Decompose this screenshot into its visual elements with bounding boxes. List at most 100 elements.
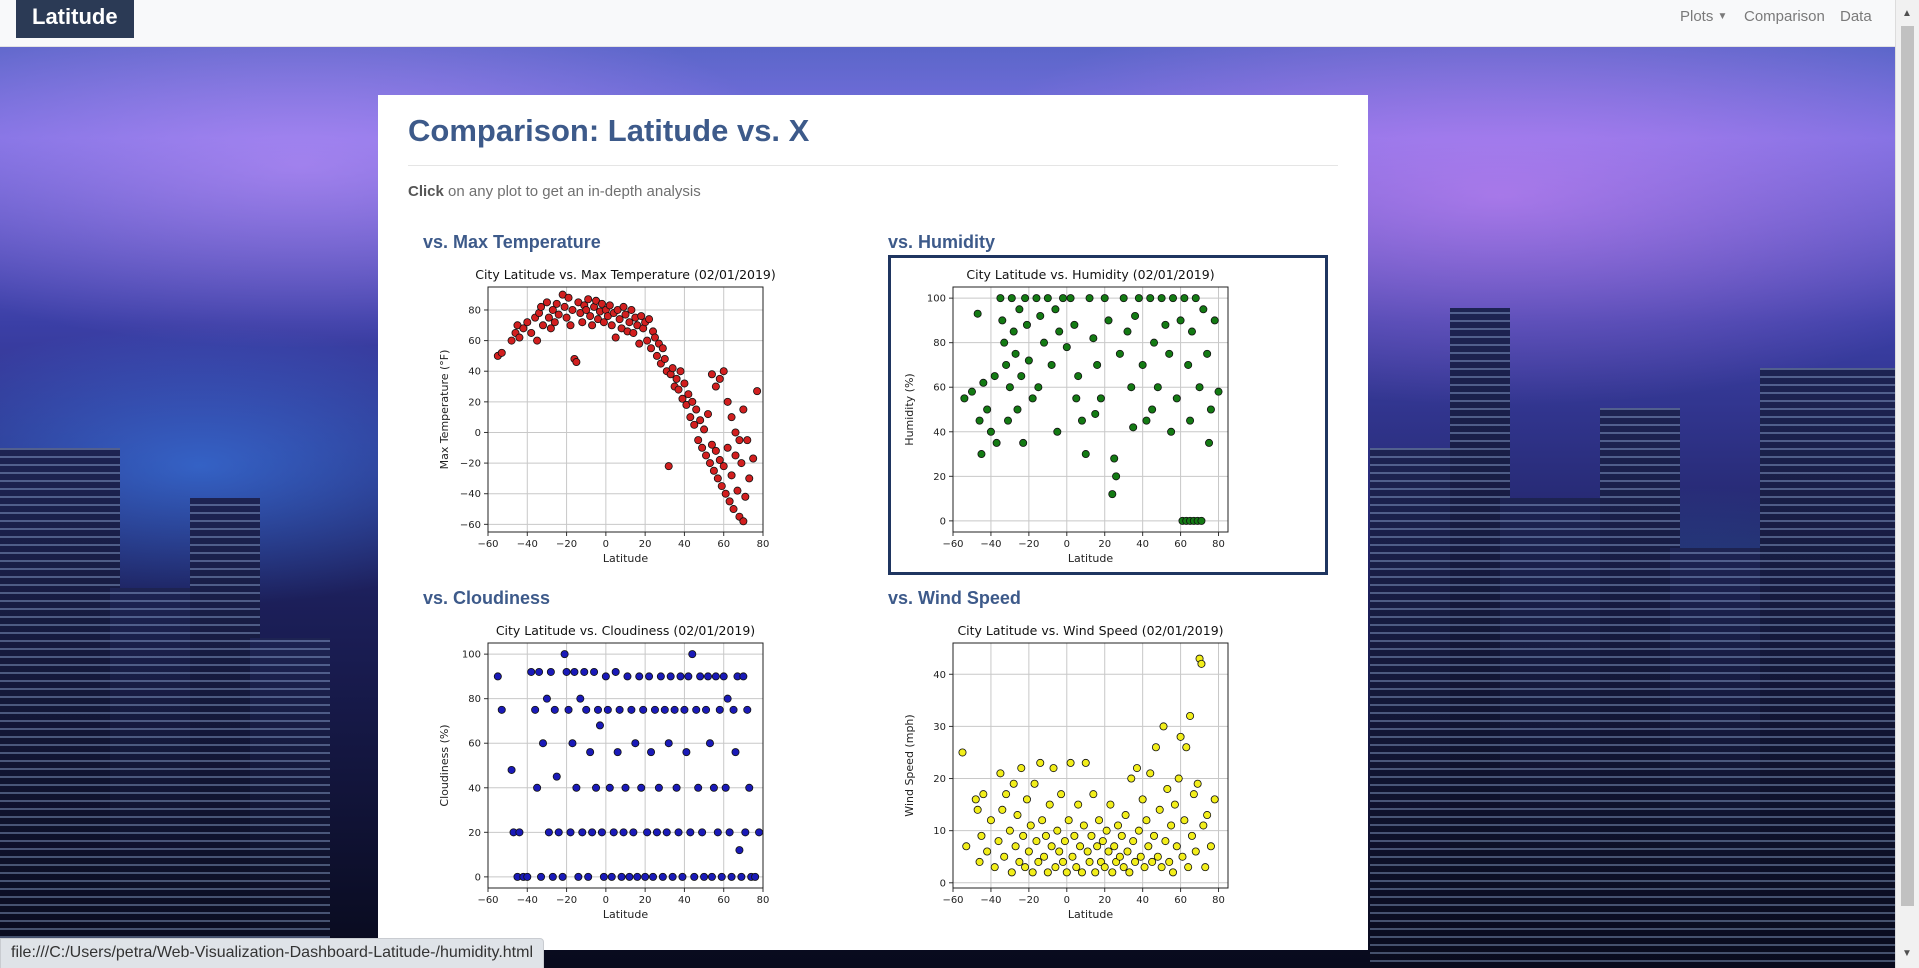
data-point-wind-speed-mph: [1040, 852, 1049, 861]
data-point-cloudiness: [593, 705, 602, 714]
data-point-cloudiness: [560, 650, 569, 659]
data-point-wind-speed-mph: [1098, 837, 1107, 846]
intro-rest: on any plot to get an in-depth analysis: [443, 183, 701, 200]
plot-cloudiness[interactable]: City Latitude vs. Cloudiness (02/01/2019…: [423, 611, 863, 931]
data-point-humidity: [1186, 416, 1195, 425]
data-point-cloudiness: [554, 828, 563, 837]
data-point-cloudiness: [507, 765, 516, 774]
intro-text: Click on any plot to get an in-depth ana…: [408, 183, 701, 200]
data-point-max-temperature-f: [533, 336, 542, 345]
data-point-max-temperature-f: [672, 374, 681, 383]
data-point-max-temperature-f: [731, 428, 740, 437]
scroll-down-arrow-icon[interactable]: ▼: [1902, 948, 1912, 959]
data-point-humidity: [1104, 316, 1113, 325]
data-point-max-temperature-f: [694, 436, 703, 445]
x-tick-label: −20: [1018, 539, 1039, 550]
data-point-max-temperature-f: [664, 462, 673, 471]
data-point-wind-speed-mph: [996, 769, 1005, 778]
data-point-cloudiness: [629, 828, 638, 837]
data-point-wind-speed-mph: [1015, 857, 1024, 866]
y-axis-label: Max Temperature (°F): [438, 350, 451, 470]
data-point-wind-speed-mph: [1178, 852, 1187, 861]
data-point-max-temperature-f: [629, 328, 638, 337]
nav-data-link[interactable]: Data: [1840, 8, 1872, 25]
data-point-wind-speed-mph: [1121, 811, 1130, 820]
data-point-max-temperature-f: [692, 405, 701, 414]
data-point-wind-speed-mph: [1024, 847, 1033, 856]
data-point-wind-speed-mph: [1089, 790, 1098, 799]
scrollbar-thumb[interactable]: [1901, 26, 1914, 906]
plot-wind-speed[interactable]: City Latitude vs. Wind Speed (02/01/2019…: [888, 611, 1328, 931]
data-point-humidity: [1036, 311, 1045, 320]
data-point-max-temperature-f: [745, 474, 754, 483]
data-point-cloudiness: [705, 739, 714, 748]
plot-max-temperature[interactable]: City Latitude vs. Max Temperature (02/01…: [423, 255, 863, 575]
scroll-up-arrow-icon[interactable]: ▲: [1902, 8, 1912, 19]
data-point-wind-speed-mph: [1104, 847, 1113, 856]
data-point-wind-speed-mph: [1030, 779, 1039, 788]
x-tick-label: 40: [1136, 895, 1149, 906]
data-point-cloudiness: [613, 748, 622, 757]
data-point-max-temperature-f: [703, 410, 712, 419]
data-point-wind-speed-mph: [1013, 811, 1022, 820]
data-point-max-temperature-f: [717, 482, 726, 491]
data-point-cloudiness: [539, 739, 548, 748]
data-point-wind-speed-mph: [1113, 821, 1122, 830]
vertical-scrollbar[interactable]: ▲ ▼: [1895, 0, 1919, 968]
plot-humidity[interactable]: City Latitude vs. Humidity (02/01/2019) −…: [888, 255, 1328, 575]
data-point-wind-speed-mph: [1159, 722, 1168, 731]
x-tick-label: −40: [517, 539, 538, 550]
y-tick-label: 0: [475, 872, 481, 883]
data-point-cloudiness: [568, 739, 577, 748]
data-point-max-temperature-f: [680, 379, 689, 388]
caret-down-icon: ▼: [1717, 11, 1728, 22]
data-point-wind-speed-mph: [1036, 758, 1045, 767]
data-point-wind-speed-mph: [1134, 826, 1143, 835]
data-point-wind-speed-mph: [1077, 868, 1086, 877]
data-point-wind-speed-mph: [1070, 831, 1079, 840]
data-point-wind-speed-mph: [1165, 857, 1174, 866]
title-divider: [408, 165, 1338, 166]
data-point-cloudiness: [605, 783, 614, 792]
data-point-humidity: [1055, 327, 1064, 336]
data-point-max-temperature-f: [544, 313, 553, 322]
data-point-wind-speed-mph: [1199, 821, 1208, 830]
x-tick-label: −60: [477, 895, 498, 906]
data-point-wind-speed-mph: [1093, 842, 1102, 851]
data-point-wind-speed-mph: [1193, 779, 1202, 788]
data-point-wind-speed-mph: [1197, 659, 1206, 668]
data-point-wind-speed-mph: [1125, 868, 1134, 877]
data-point-humidity: [975, 416, 984, 425]
y-axis-label: Wind Speed (mph): [903, 714, 916, 816]
y-tick-label: 0: [475, 428, 481, 439]
data-point-humidity: [983, 405, 992, 414]
data-point-max-temperature-f: [599, 318, 608, 327]
plot-frame: [487, 286, 764, 533]
data-point-humidity: [1032, 294, 1041, 303]
nav-plots-dropdown[interactable]: Plots ▼: [1680, 8, 1727, 25]
data-point-cloudiness: [550, 705, 559, 714]
data-point-cloudiness: [580, 667, 589, 676]
data-point-wind-speed-mph: [1117, 831, 1126, 840]
data-point-wind-speed-mph: [1161, 837, 1170, 846]
data-point-humidity: [1167, 427, 1176, 436]
data-point-max-temperature-f: [546, 324, 555, 333]
heading-humidity: vs. Humidity: [888, 232, 996, 252]
data-point-max-temperature-f: [725, 497, 734, 506]
data-point-wind-speed-mph: [1028, 868, 1037, 877]
data-point-cloudiness: [576, 694, 585, 703]
data-point-cloudiness: [660, 705, 669, 714]
x-tick-label: −60: [477, 539, 498, 550]
data-point-wind-speed-mph: [1034, 857, 1043, 866]
brand-logo[interactable]: Latitude: [16, 0, 134, 38]
data-point-max-temperature-f: [723, 397, 732, 406]
data-point-cloudiness: [735, 846, 744, 855]
data-point-cloudiness: [631, 739, 640, 748]
data-point-humidity: [1134, 294, 1143, 303]
data-point-wind-speed-mph: [1170, 800, 1179, 809]
chart-title: City Latitude vs. Wind Speed (02/01/2019…: [957, 623, 1223, 638]
nav-comparison-link[interactable]: Comparison: [1744, 8, 1825, 25]
data-point-cloudiness: [607, 872, 616, 881]
data-point-wind-speed-mph: [1021, 863, 1030, 872]
data-point-humidity: [1019, 438, 1028, 447]
